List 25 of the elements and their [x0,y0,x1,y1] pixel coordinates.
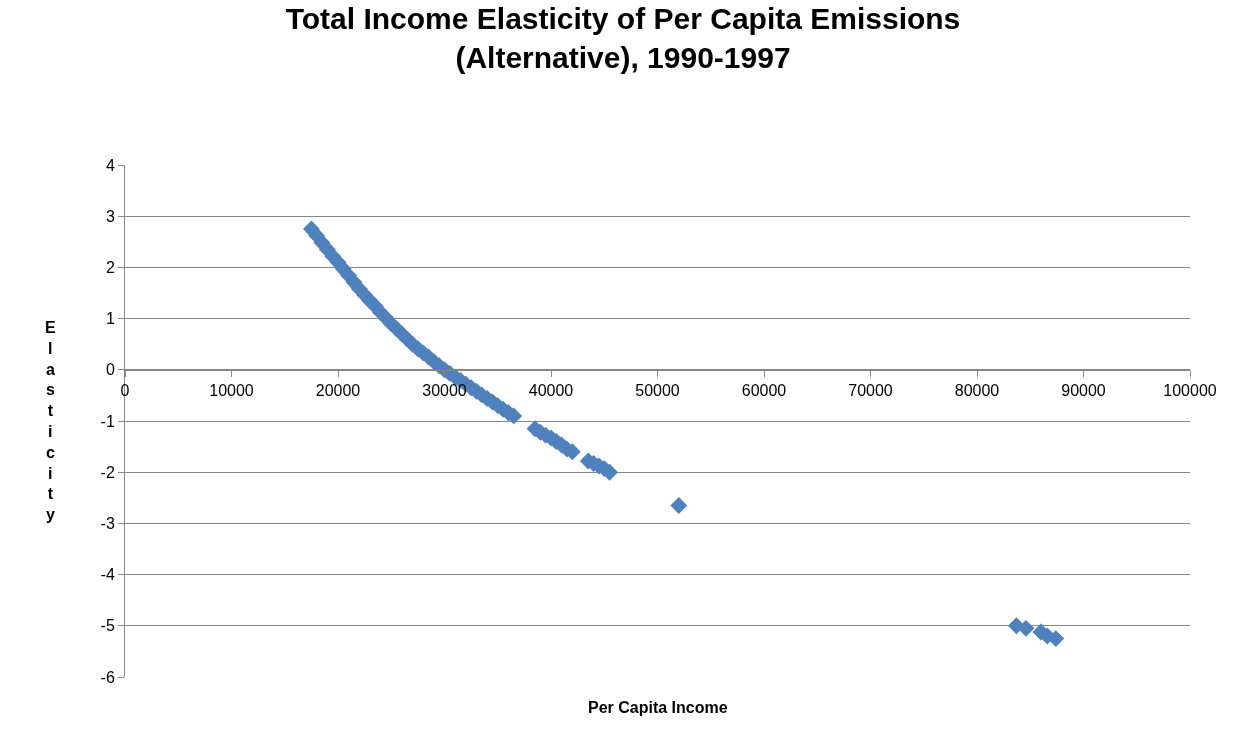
y-tick-label: 0 [105,361,115,379]
text: Elasticity [45,319,56,524]
x-tick-label: 70000 [848,382,893,399]
x-tick-label: 10000 [209,382,254,399]
y-tick-label: -1 [100,412,115,430]
y-tick-label: 2 [105,259,115,276]
x-tick-label: 80000 [954,382,1000,399]
chart-title: Total Income Elasticity of Per Capita Emissions (Alternative), 1990-1997 [285,2,961,75]
y-tick-label: -4 [100,566,115,584]
x-tick-label: 60000 [741,382,787,399]
x-tick-label: 0 [120,382,130,399]
x-tick-label: 30000 [422,382,467,399]
x-axis-title: Per Capita Income [588,699,728,716]
y-tick-label: 3 [105,207,115,225]
y-tick-label: -5 [100,617,115,635]
y-tick-label: -2 [100,463,115,481]
x-tick-label: 100000 [1163,382,1217,399]
x-tick-label: 90000 [1061,382,1106,399]
x-tick-label: 50000 [635,382,680,399]
y-tick-label: -3 [100,515,115,532]
y-tick-label: 4 [105,156,115,174]
x-tick-label: 40000 [528,382,574,399]
y-tick-label: -6 [100,668,115,686]
x-tick-label: 20000 [315,382,361,399]
y-tick-label: 1 [105,310,115,328]
